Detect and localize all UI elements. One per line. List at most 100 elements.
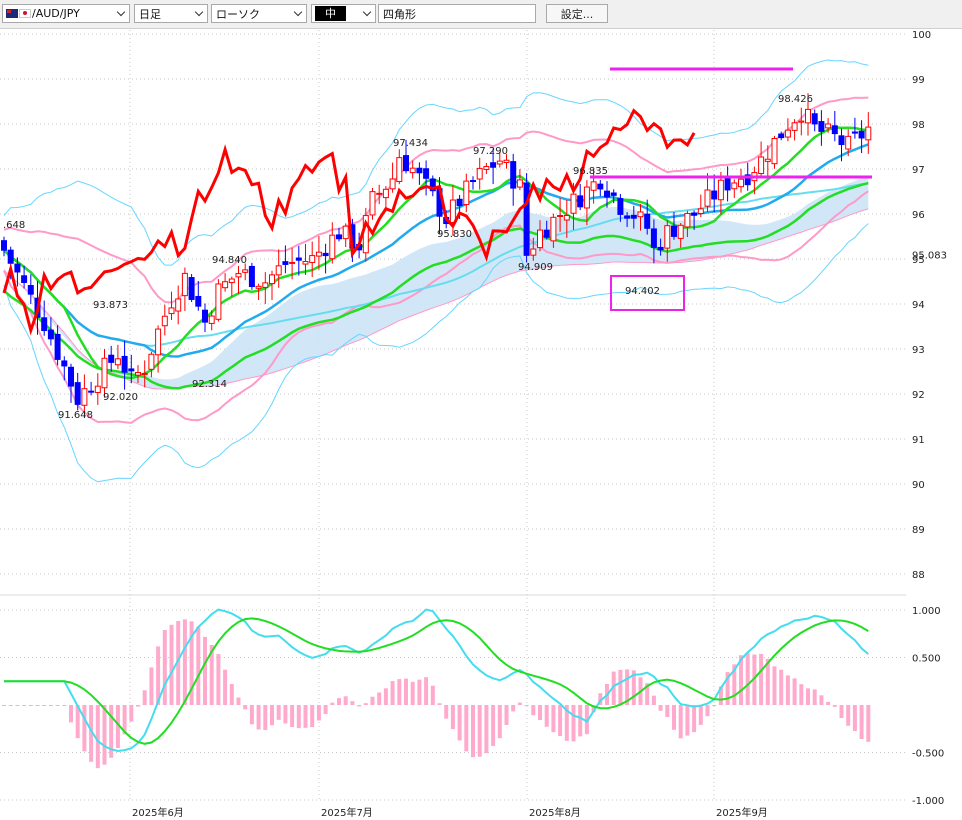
macd-histogram-bar — [95, 705, 100, 769]
candle-body — [550, 216, 557, 242]
candle-body — [14, 263, 21, 273]
chart-style-select[interactable]: ローソク — [211, 4, 307, 23]
chevron-down-icon[interactable] — [293, 8, 304, 19]
candle-body — [141, 372, 148, 375]
candle-body — [329, 234, 336, 260]
macd-histogram-bar — [866, 705, 871, 742]
macd-histogram-bar — [182, 619, 187, 705]
price-annotation: 94.402 — [625, 286, 660, 297]
candle-body — [630, 214, 637, 219]
candle-body — [235, 273, 242, 278]
macd-histogram-bar — [832, 705, 837, 707]
drawing-tool-field[interactable]: 四角形 — [378, 4, 536, 23]
price-tick-label: 92 — [912, 390, 925, 401]
candle-body — [731, 182, 738, 190]
candle-body — [181, 272, 188, 297]
macd-histogram-bar — [229, 683, 234, 705]
macd-histogram-bar — [739, 655, 743, 705]
price-tick-label: 95 — [912, 255, 925, 266]
macd-histogram-bar — [48, 705, 53, 706]
macd-histogram-bar — [390, 681, 395, 705]
macd-histogram-bar — [772, 666, 777, 705]
candle-body — [798, 120, 805, 123]
macd-histogram-bar — [692, 705, 697, 733]
date-tick-label: 2025年6月 — [132, 806, 184, 819]
candle-body — [175, 298, 182, 312]
macd-histogram-bar — [765, 658, 770, 705]
macd-histogram-bar — [2, 705, 6, 706]
candle-body — [262, 282, 269, 288]
current-price-label: 95.083 — [912, 250, 947, 261]
price-annotation: 92.314 — [192, 379, 227, 390]
macd-histogram-bar — [337, 698, 341, 705]
candle-body — [336, 234, 342, 240]
chevron-down-icon[interactable] — [194, 8, 205, 19]
macd-histogram-bar — [176, 621, 181, 705]
macd-histogram-bar — [625, 669, 630, 705]
macd-histogram-bar — [504, 705, 509, 725]
candle-body — [664, 225, 671, 249]
macd-histogram-bar — [497, 705, 502, 739]
candle-body — [617, 198, 624, 215]
date-tick-label: 2025年9月 — [716, 806, 768, 819]
macd-histogram-bar — [584, 705, 589, 735]
macd-histogram-bar — [256, 705, 261, 730]
chevron-down-icon[interactable] — [116, 8, 127, 19]
candle-body — [717, 179, 724, 201]
macd-histogram-bar — [149, 667, 154, 705]
macd-histogram-bar — [658, 705, 663, 711]
candle-body — [161, 315, 168, 327]
candle-body — [449, 199, 456, 223]
macd-histogram-bar — [651, 695, 656, 705]
candle-body — [403, 155, 409, 172]
indicator-lines — [3, 59, 869, 483]
chart-area: 97.434 97.290 96.835 95.830 94.909 94.840 94.4… — [0, 30, 947, 819]
candle-body — [530, 248, 537, 256]
timeframe-select[interactable]: 日足 — [134, 4, 208, 23]
macd-histogram-bar — [544, 705, 549, 727]
timeframe-label: 日足 — [139, 7, 161, 21]
macd-histogram-bar — [343, 696, 348, 705]
macd-histogram-bar — [578, 705, 583, 737]
macd-histogram-bar — [705, 705, 710, 717]
candle-body — [88, 390, 95, 393]
macd-histogram-bar — [89, 705, 94, 762]
macd-histogram-bar — [792, 678, 797, 705]
candle-body — [825, 123, 832, 129]
macd-histogram-bar — [189, 621, 194, 705]
candle-body — [155, 328, 162, 356]
candle-body — [637, 211, 644, 218]
candle-body — [778, 133, 785, 139]
candle-body — [590, 181, 597, 191]
settings-button[interactable]: 設定... — [546, 4, 608, 23]
candle-body — [202, 309, 208, 323]
candle-body — [537, 229, 543, 249]
macd-histogram-bar — [122, 705, 127, 735]
candle-body — [1, 240, 7, 251]
candle-body — [269, 274, 275, 285]
symbol-select[interactable]: /AUD/JPY — [2, 4, 130, 23]
price-annotation: 91.648 — [58, 410, 93, 421]
chevron-down-icon[interactable] — [362, 8, 373, 19]
macd-histogram-bar — [471, 705, 475, 758]
candle-body — [858, 130, 865, 139]
macd-histogram-bar — [270, 705, 274, 726]
macd-histogram-bar — [216, 654, 221, 705]
candle-body — [650, 228, 657, 248]
line-style-select[interactable]: 中 — [311, 4, 376, 23]
user-drawings[interactable] — [590, 67, 872, 311]
price-axis: 100 99 98 97 96 95 94 93 92 91 90 89 88 95.083 — [912, 30, 947, 581]
macd-histogram-bar — [759, 653, 764, 705]
candle-body — [476, 167, 483, 180]
candle-body — [275, 265, 282, 276]
candle-body — [108, 354, 115, 363]
bollinger-upper-outer — [3, 59, 869, 266]
macd-histogram-bar — [276, 705, 281, 720]
macd-tick-label: -0.500 — [912, 749, 944, 760]
macd-histogram-bar — [196, 626, 201, 705]
macd-histogram-bar — [531, 705, 536, 716]
date-tick-label: 2025年8月 — [529, 806, 581, 819]
candle-body — [597, 183, 604, 190]
macd-histogram-bar — [517, 702, 522, 705]
candle-body — [309, 255, 316, 263]
